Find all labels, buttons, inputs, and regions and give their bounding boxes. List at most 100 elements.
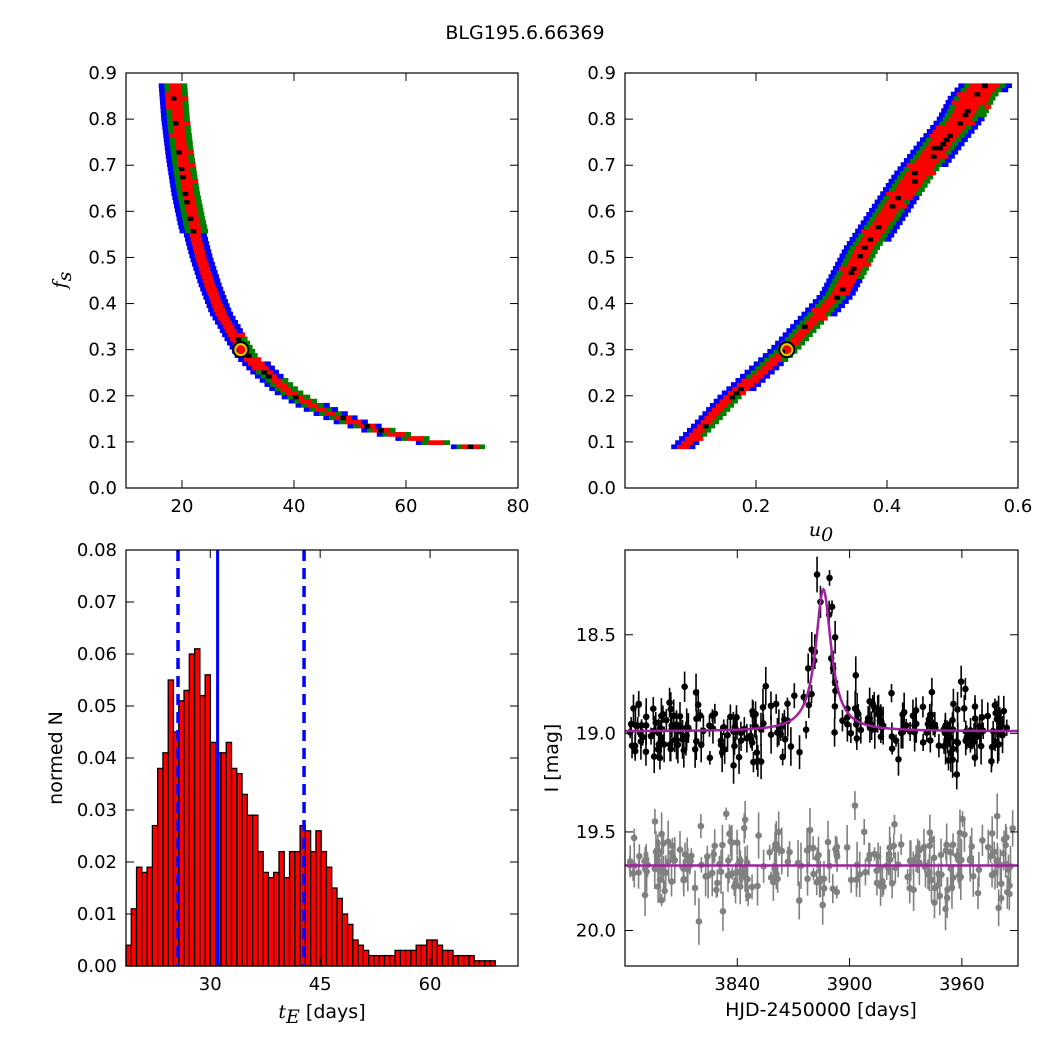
posterior-cell <box>976 108 984 114</box>
posterior-cell <box>891 174 898 180</box>
posterior-cell <box>904 207 911 213</box>
posterior-cell <box>217 324 224 329</box>
posterior-cell <box>742 382 750 387</box>
posterior-cell <box>771 344 778 350</box>
posterior-cell <box>821 315 828 321</box>
posterior-cell <box>361 427 368 433</box>
posterior-cell <box>989 87 997 93</box>
data-point <box>668 878 675 885</box>
x-tick-label: 20 <box>171 496 194 517</box>
data-point <box>717 737 725 745</box>
posterior-cell <box>335 411 343 416</box>
posterior-cell <box>165 104 173 109</box>
data-point <box>680 876 687 884</box>
posterior-cell <box>982 108 989 114</box>
posterior-cell <box>852 274 859 280</box>
posterior-cell <box>274 390 281 396</box>
data-point <box>962 685 969 693</box>
posterior-cell <box>186 212 194 217</box>
posterior-cell <box>980 99 988 105</box>
x-axis-label: HJD-2450000 [days] <box>725 999 917 1021</box>
posterior-cell <box>968 120 976 126</box>
posterior-cell <box>731 398 738 404</box>
posterior-cell <box>241 336 248 342</box>
posterior-cell <box>369 423 377 429</box>
posterior-cell <box>855 236 862 242</box>
y-tick-label: 0.0 <box>88 478 117 499</box>
data-point <box>956 829 964 837</box>
posterior-cell <box>885 182 893 188</box>
data-point <box>663 716 670 724</box>
posterior-cell <box>167 166 174 172</box>
posterior-cell <box>159 99 167 105</box>
data-point <box>975 866 983 873</box>
posterior-cell <box>863 224 871 230</box>
posterior-cell <box>945 120 952 126</box>
posterior-cell <box>735 378 742 383</box>
posterior-cell <box>913 145 921 151</box>
posterior-cell <box>399 431 406 437</box>
y-tick-label: 0.00 <box>77 956 117 977</box>
posterior-cell <box>872 212 879 217</box>
posterior-cell <box>229 315 236 321</box>
posterior-cell <box>878 220 885 226</box>
posterior-cell <box>834 295 841 300</box>
posterior-cell <box>339 419 346 425</box>
posterior-cell <box>347 423 354 429</box>
posterior-cell <box>189 199 197 205</box>
posterior-cell <box>842 270 850 275</box>
posterior-cell <box>176 149 183 155</box>
posterior-cell <box>251 365 259 371</box>
posterior-cell <box>828 295 835 300</box>
histogram-bar <box>383 954 391 967</box>
posterior-cell <box>227 332 234 338</box>
posterior-cell <box>696 423 704 429</box>
posterior-cell <box>189 253 196 259</box>
posterior-cell <box>224 336 231 342</box>
y-tick-label: 0.8 <box>88 109 117 130</box>
posterior-cell <box>870 241 877 246</box>
y-tick-label: 20.0 <box>576 921 616 942</box>
posterior-cell <box>250 369 257 375</box>
posterior-cell <box>344 419 352 425</box>
posterior-cell <box>900 170 907 176</box>
posterior-cell <box>839 286 847 292</box>
posterior-cell <box>798 328 805 333</box>
posterior-cell <box>794 344 802 350</box>
data-point <box>919 739 927 746</box>
posterior-cell <box>841 282 849 288</box>
posterior-cell <box>927 158 934 163</box>
posterior-cell <box>849 278 857 284</box>
data-point <box>948 884 956 891</box>
y-tick-label: 0.7 <box>587 155 616 176</box>
posterior-cell <box>822 295 829 300</box>
posterior-cell <box>900 187 908 192</box>
posterior-cell <box>164 145 171 151</box>
posterior-cell <box>235 336 242 342</box>
posterior-cell <box>189 162 196 167</box>
posterior-cell <box>187 245 194 250</box>
data-point <box>897 841 905 848</box>
posterior-cell <box>161 116 168 122</box>
posterior-cell <box>807 324 815 329</box>
posterior-cell <box>212 274 219 280</box>
data-point <box>775 828 783 836</box>
posterior-cell <box>732 386 739 392</box>
posterior-cell <box>931 145 938 151</box>
data-point <box>772 700 780 708</box>
data-point <box>749 711 757 719</box>
data-point <box>810 870 817 878</box>
posterior-cell <box>962 112 970 118</box>
data-point <box>787 743 795 750</box>
posterior-cell <box>912 195 920 201</box>
posterior-cell <box>167 120 174 126</box>
posterior-cell <box>182 99 189 105</box>
posterior-cell <box>171 99 178 105</box>
data-point <box>693 715 700 723</box>
data-point <box>936 892 944 900</box>
posterior-cell <box>704 415 712 421</box>
posterior-cell <box>213 290 220 296</box>
posterior-cell <box>849 290 856 296</box>
histogram-bar <box>199 694 206 967</box>
posterior-cell <box>233 332 240 338</box>
